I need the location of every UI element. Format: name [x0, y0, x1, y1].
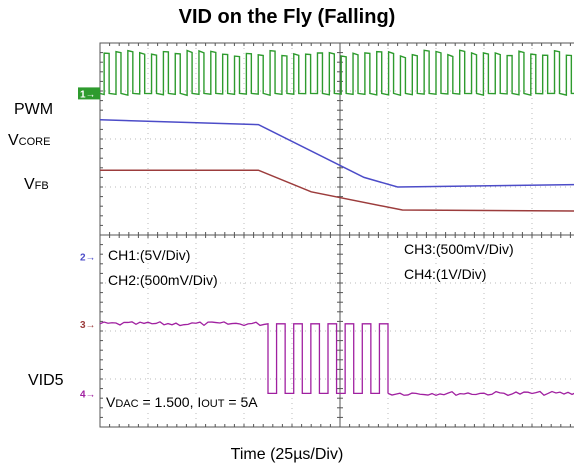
iout-sub: OUT	[201, 398, 225, 410]
x-axis-label: Time (25µs/Div)	[230, 446, 344, 463]
iout-value: = 5A	[224, 394, 258, 410]
vid5-label: VID5	[28, 372, 64, 389]
vdac-sub: DAC	[115, 398, 139, 410]
vfb-trace	[100, 169, 574, 212]
pwm-trace	[99, 49, 574, 97]
ch3-scale-note: CH3:(500mV/Div)	[402, 241, 516, 257]
ch1-marker-bg	[78, 87, 100, 100]
ch4-marker: 4→	[80, 389, 96, 400]
ch2-scale-note: CH2:(500mV/Div)	[106, 272, 220, 288]
chart-title: VID on the Fly (Falling)	[178, 6, 396, 28]
ch4-scale-note: CH4:(1V/Div)	[402, 266, 489, 282]
vcore-label: VCORE	[8, 132, 50, 151]
ch2-marker: 2→	[80, 253, 96, 264]
ch3-marker: 3→	[80, 320, 96, 331]
channel-markers: 1→ 2→ 3→ 4→	[78, 87, 100, 400]
scope-grid	[99, 42, 574, 428]
vdac-iout-note: VDAC = 1.500, IOUT = 5A	[104, 394, 260, 410]
vcore-label-sub: CORE	[18, 136, 51, 148]
vcore-label-v: V	[8, 132, 19, 149]
vid5-trace	[99, 321, 574, 397]
vdac-v: V	[106, 394, 116, 410]
scope-traces	[99, 49, 574, 397]
vfb-label-v: V	[24, 176, 35, 193]
pwm-label: PWM	[14, 101, 54, 118]
ch1-scale-note: CH1:(5V/Div)	[106, 247, 193, 263]
ch1-marker: 1→	[80, 89, 96, 100]
vdac-value: = 1.500, I	[138, 394, 202, 410]
vcore-trace	[99, 119, 574, 188]
vfb-label-sub: FB	[34, 180, 49, 192]
vfb-label: VFB	[24, 176, 49, 195]
